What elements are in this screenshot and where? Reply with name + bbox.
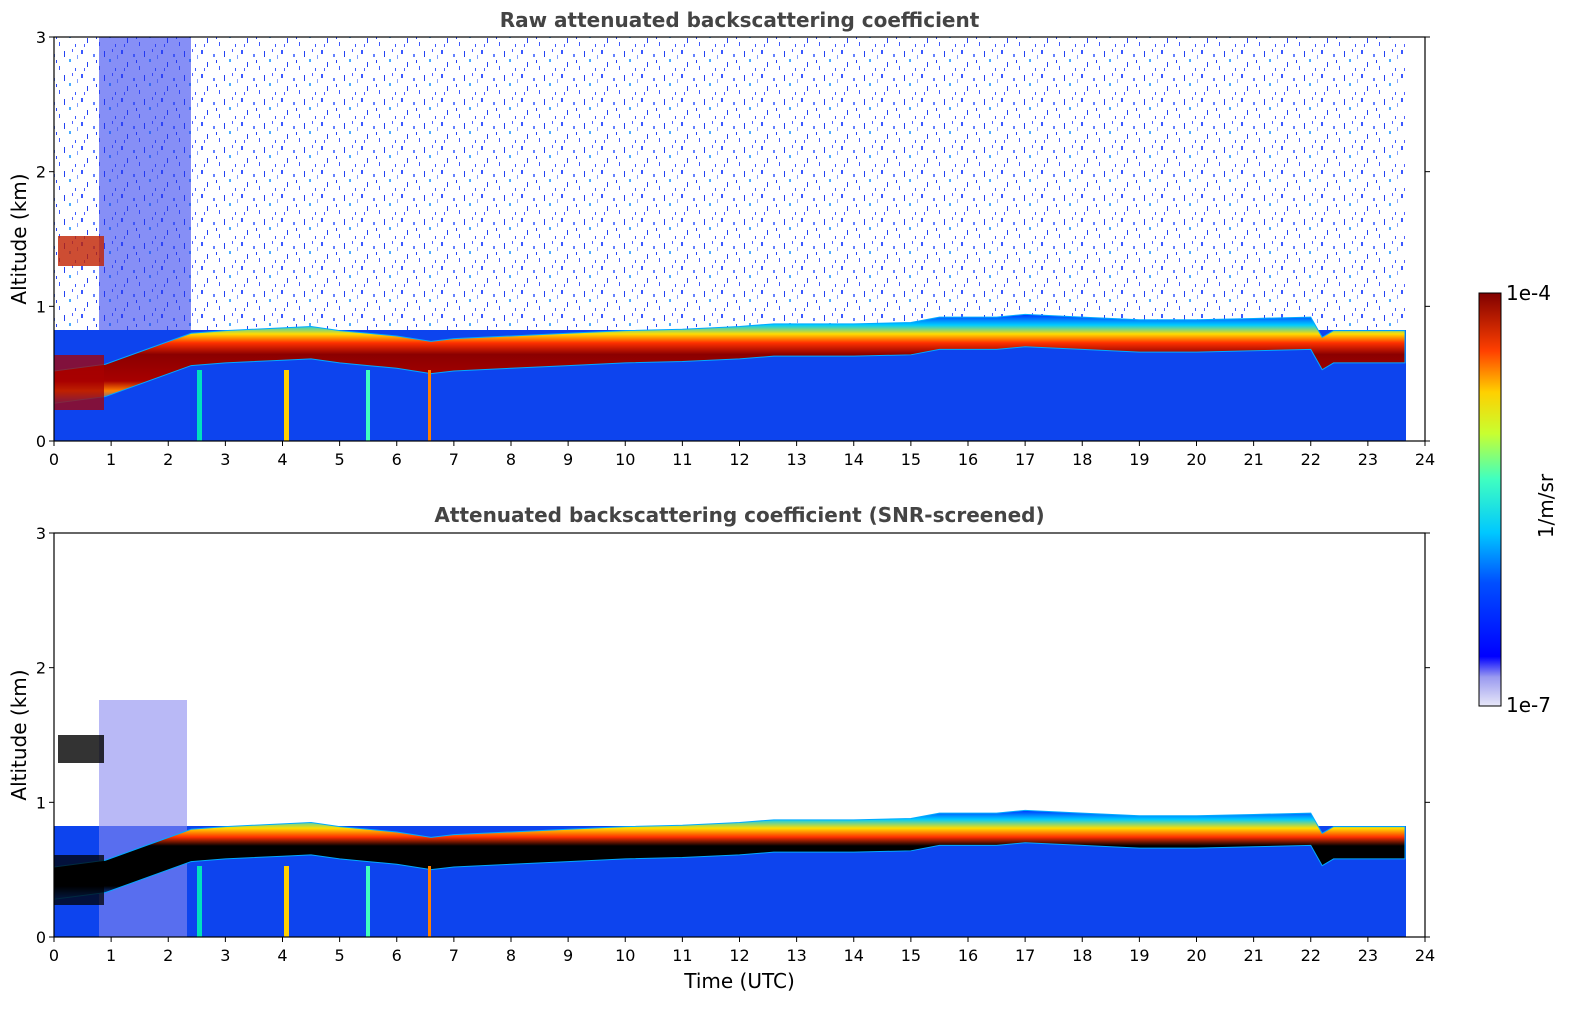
raw-x-tick-label: 12 — [729, 450, 749, 469]
raw-x-tick-label: 7 — [449, 450, 459, 469]
raw-y-axis-label: Altitude (km) — [7, 173, 31, 304]
raw-y-tick-label: 3 — [36, 28, 46, 47]
colorbar: 1e-4 1e-7 1/m/sr — [1478, 281, 1558, 717]
raw-x-tick-label: 8 — [506, 450, 516, 469]
colorbar-min-label: 1e-7 — [1506, 693, 1551, 717]
raw-x-tick-label: 22 — [1301, 450, 1321, 469]
raw-panel: Raw attenuated backscattering coefficien… — [7, 8, 1435, 469]
raw-x-tick-label: 24 — [1415, 450, 1435, 469]
x-axis-label: Time (UTC) — [683, 969, 795, 993]
raw-x-tick-label: 18 — [1072, 450, 1092, 469]
snr-x-tick-label: 6 — [392, 946, 402, 965]
snr-panel-title: Attenuated backscattering coefficient (S… — [434, 503, 1044, 527]
snr-y-tick-label: 3 — [36, 524, 46, 543]
snr-early-haze — [99, 700, 187, 937]
colorbar-unit-label: 1/m/sr — [1534, 473, 1558, 538]
snr-x-tick-label: 10 — [615, 946, 635, 965]
snr-x-tick-label: 12 — [729, 946, 749, 965]
snr-x-tick-label: 5 — [335, 946, 345, 965]
snr-x-tick-label: 1 — [106, 946, 116, 965]
snr-plume-2 — [284, 866, 289, 937]
snr-plume-1 — [197, 866, 202, 937]
raw-panel-title: Raw attenuated backscattering coefficien… — [500, 8, 980, 32]
snr-x-tick-label: 21 — [1243, 946, 1263, 965]
snr-x-tick-label: 23 — [1358, 946, 1378, 965]
snr-x-tick-label: 24 — [1415, 946, 1435, 965]
snr-x-tick-label: 3 — [220, 946, 230, 965]
snr-x-tick-label: 7 — [449, 946, 459, 965]
raw-x-tick-label: 16 — [958, 450, 978, 469]
raw-y-tick-label: 1 — [36, 297, 46, 316]
raw-x-tick-label: 17 — [1015, 450, 1035, 469]
snr-x-tick-label: 22 — [1301, 946, 1321, 965]
snr-y-axis: 0 1 2 3 — [36, 524, 1430, 947]
snr-y-axis-label: Altitude (km) — [7, 669, 31, 800]
snr-x-tick-label: 15 — [901, 946, 921, 965]
raw-x-tick-label: 6 — [392, 450, 402, 469]
colorbar-max-label: 1e-4 — [1506, 281, 1551, 305]
raw-low-cloud — [54, 355, 104, 410]
raw-y-tick-label: 0 — [36, 432, 46, 451]
snr-x-tick-label: 13 — [786, 946, 806, 965]
raw-x-tick-label: 5 — [335, 450, 345, 469]
raw-x-tick-label: 19 — [1129, 450, 1149, 469]
raw-x-tick-label: 2 — [163, 450, 173, 469]
raw-x-tick-label: 0 — [49, 450, 59, 469]
snr-x-tick-label: 9 — [563, 946, 573, 965]
raw-x-tick-label: 4 — [277, 450, 287, 469]
raw-x-tick-label: 9 — [563, 450, 573, 469]
snr-x-axis: 0 1 2 3 4 5 6 7 8 9 10 11 12 13 14 15 16 17 18 19 20 21 22 23 24 — [49, 937, 1435, 965]
raw-x-tick-label: 23 — [1358, 450, 1378, 469]
raw-x-tick-label: 3 — [220, 450, 230, 469]
raw-cloud-layer — [54, 313, 1406, 404]
raw-early-cloud — [58, 236, 104, 266]
raw-x-axis: 0 1 2 3 4 5 6 7 8 9 10 11 12 13 14 15 16 17 18 19 20 21 22 23 24 — [49, 441, 1435, 469]
snr-x-tick-label: 17 — [1015, 946, 1035, 965]
snr-y-tick-label: 2 — [36, 659, 46, 678]
raw-heatmap — [54, 37, 1406, 441]
raw-x-tick-label: 21 — [1243, 450, 1263, 469]
snr-early-cloud — [58, 735, 104, 763]
snr-x-tick-label: 16 — [958, 946, 978, 965]
raw-x-tick-label: 13 — [786, 450, 806, 469]
snr-plume-4 — [428, 866, 431, 937]
snr-x-tick-label: 19 — [1129, 946, 1149, 965]
snr-low-cloud — [54, 855, 104, 905]
snr-x-tick-label: 20 — [1186, 946, 1206, 965]
raw-x-tick-label: 14 — [844, 450, 864, 469]
raw-y-tick-label: 2 — [36, 163, 46, 182]
snr-plume-3 — [366, 866, 370, 937]
snr-x-tick-label: 18 — [1072, 946, 1092, 965]
snr-x-tick-label: 4 — [277, 946, 287, 965]
snr-y-tick-label: 1 — [36, 793, 46, 812]
snr-cloud-layer — [54, 809, 1406, 900]
raw-x-tick-label: 10 — [615, 450, 635, 469]
raw-x-tick-label: 11 — [672, 450, 692, 469]
snr-x-tick-label: 8 — [506, 946, 516, 965]
snr-x-tick-label: 11 — [672, 946, 692, 965]
raw-x-tick-label: 1 — [106, 450, 116, 469]
snr-heatmap — [54, 533, 1425, 937]
snr-y-tick-label: 0 — [36, 928, 46, 947]
snr-x-tick-label: 2 — [163, 946, 173, 965]
raw-x-tick-label: 20 — [1186, 450, 1206, 469]
raw-plume-3 — [366, 370, 370, 441]
raw-noise-field — [54, 37, 1406, 336]
raw-plume-2 — [284, 370, 289, 441]
snr-x-tick-label: 14 — [844, 946, 864, 965]
raw-x-tick-label: 15 — [901, 450, 921, 469]
raw-plume-1 — [197, 370, 202, 441]
snr-x-tick-label: 0 — [49, 946, 59, 965]
snr-panel: Attenuated backscattering coefficient (S… — [7, 503, 1435, 993]
colorbar-gradient — [1478, 292, 1502, 707]
raw-plume-4 — [428, 370, 431, 441]
raw-y-axis: 0 1 2 3 — [36, 28, 1430, 451]
